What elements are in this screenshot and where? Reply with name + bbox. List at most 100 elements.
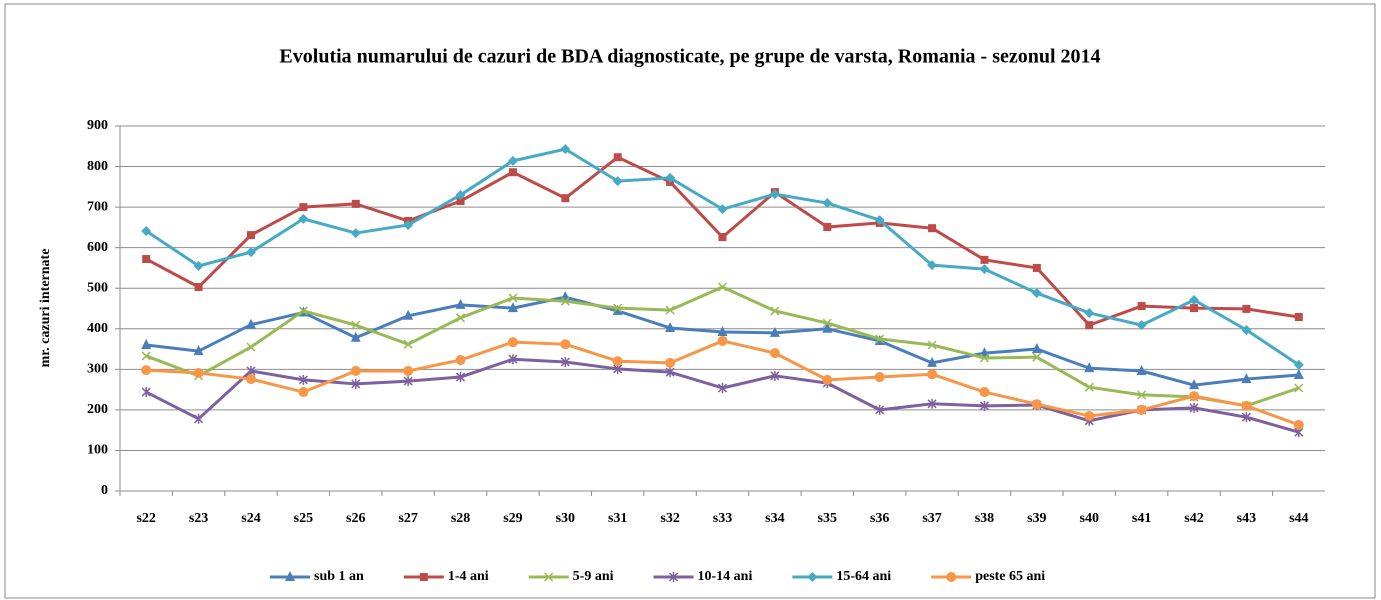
x-tick-label: s34 <box>765 511 784 526</box>
data-marker <box>560 296 570 306</box>
data-marker <box>822 198 833 209</box>
x-tick-label: s33 <box>713 511 732 526</box>
data-marker <box>456 313 466 323</box>
data-marker <box>508 354 518 365</box>
data-marker <box>1032 263 1041 272</box>
y-tick-label: 0 <box>101 483 108 498</box>
data-marker <box>613 153 622 162</box>
data-marker <box>769 348 780 359</box>
data-marker <box>193 345 204 356</box>
data-marker <box>350 228 361 239</box>
x-tick-label: s32 <box>660 511 679 526</box>
data-marker <box>875 404 885 415</box>
data-marker <box>1137 302 1146 311</box>
legend-label: 5-9 ani <box>573 569 614 584</box>
data-marker <box>245 247 256 258</box>
x-tick-label: s43 <box>1237 511 1256 526</box>
data-marker <box>455 298 466 309</box>
data-marker <box>194 283 203 292</box>
data-marker <box>927 340 937 350</box>
data-marker <box>1293 369 1304 380</box>
data-marker <box>298 213 309 224</box>
legend-marker <box>419 573 428 581</box>
data-marker <box>298 306 308 316</box>
data-marker <box>1085 321 1094 330</box>
data-marker <box>351 378 361 389</box>
data-marker <box>612 176 623 187</box>
data-marker <box>979 264 990 275</box>
data-marker <box>717 382 728 393</box>
data-marker <box>874 372 885 383</box>
data-marker <box>507 302 518 313</box>
data-marker <box>350 331 361 342</box>
data-marker <box>928 224 937 233</box>
x-tick-label: s42 <box>1184 511 1203 526</box>
y-tick-label: 100 <box>87 443 108 458</box>
data-marker <box>1241 373 1252 384</box>
data-marker <box>770 370 780 381</box>
y-tick-label: 300 <box>87 362 108 377</box>
x-tick-label: s44 <box>1289 511 1308 526</box>
data-marker <box>665 305 675 315</box>
data-marker <box>1294 383 1304 393</box>
y-tick-label: 900 <box>87 118 108 133</box>
legend-marker <box>668 572 679 582</box>
data-marker <box>560 144 571 155</box>
data-marker <box>403 309 414 320</box>
data-marker <box>1241 412 1251 423</box>
data-marker <box>351 320 361 330</box>
data-marker <box>1084 382 1094 392</box>
data-marker <box>141 226 152 237</box>
data-marker <box>1294 313 1303 322</box>
legend-label: sub 1 an <box>314 569 364 584</box>
data-marker <box>560 357 570 368</box>
data-marker <box>1084 307 1095 318</box>
y-tick-label: 600 <box>87 240 108 255</box>
data-marker <box>1031 288 1042 299</box>
data-marker <box>665 357 676 368</box>
data-marker <box>1293 419 1304 430</box>
x-tick-label: s30 <box>556 511 575 526</box>
data-marker <box>403 339 413 349</box>
data-marker <box>822 322 833 333</box>
chart-title: Evolutia numarului de cazuri de BDA diag… <box>279 46 1100 68</box>
data-marker <box>403 365 414 376</box>
data-marker <box>1241 400 1252 411</box>
legend-label: 10-14 ani <box>698 569 753 584</box>
x-tick-label: s23 <box>189 511 208 526</box>
data-marker <box>1084 410 1095 421</box>
data-marker <box>1031 399 1042 410</box>
data-marker <box>1137 390 1147 400</box>
data-marker <box>717 326 728 337</box>
data-marker <box>1190 304 1199 313</box>
data-marker <box>141 387 151 398</box>
legend-marker <box>807 572 818 582</box>
data-marker <box>769 189 780 200</box>
data-marker <box>979 387 990 398</box>
data-marker <box>456 372 466 383</box>
legend-label: peste 65 ani <box>975 569 1045 584</box>
x-tick-label: s41 <box>1132 511 1151 526</box>
data-marker <box>1189 379 1200 390</box>
data-marker <box>1136 364 1147 375</box>
x-tick-label: s36 <box>870 511 889 526</box>
data-marker <box>141 365 152 376</box>
x-tick-label: s29 <box>503 511 522 526</box>
x-tick-label: s26 <box>346 511 365 526</box>
data-marker <box>717 335 728 346</box>
data-marker <box>979 400 989 411</box>
data-marker <box>193 367 204 378</box>
legend-marker <box>946 572 957 582</box>
y-tick-label: 700 <box>87 199 108 214</box>
data-marker <box>1189 294 1200 305</box>
data-marker <box>927 356 938 367</box>
data-marker <box>717 204 728 215</box>
data-marker <box>245 318 256 329</box>
y-axis-label: mr. cazuri internate <box>38 249 53 368</box>
data-marker <box>455 355 466 366</box>
y-tick-label: 800 <box>87 159 108 174</box>
legend-marker <box>285 571 295 581</box>
data-marker <box>979 353 989 363</box>
data-marker <box>612 304 623 315</box>
